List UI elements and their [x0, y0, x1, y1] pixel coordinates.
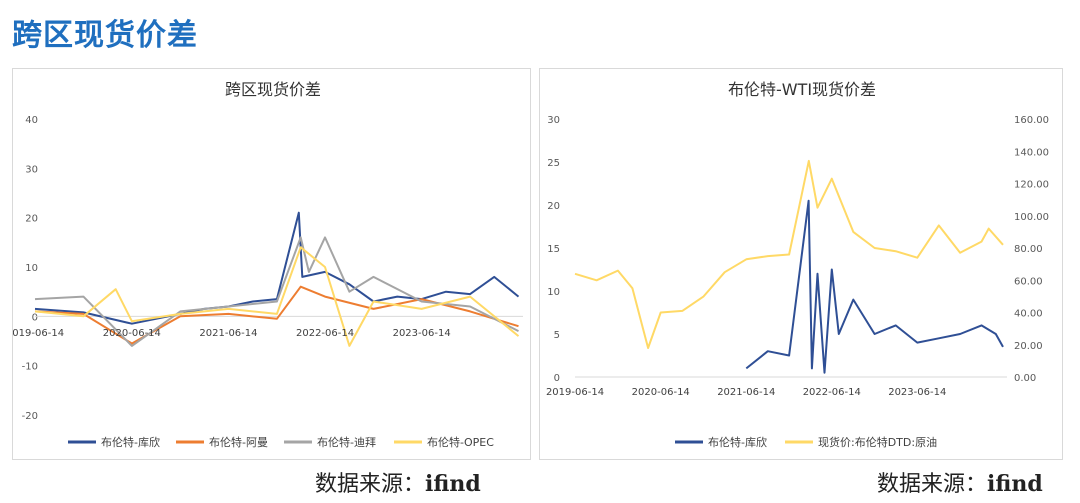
y-tick-label: 20 [547, 201, 560, 212]
x-tick-label: 2023-06-14 [393, 328, 451, 339]
legend-label: 布伦特-OPEC [427, 435, 494, 449]
chart-brent-wti: 布伦特-WTI现货价差 30 25 20 15 10 5 0 160.00 140.00 120.0… [546, 80, 1049, 449]
y-tick-label: 5 [554, 330, 560, 341]
chart-title: 布伦特-WTI现货价差 [728, 80, 876, 99]
legend-label: 布伦特-迪拜 [317, 435, 376, 449]
source-note-left: 数据来源：ifind [315, 466, 481, 498]
source-name: ifind [425, 471, 481, 497]
chart-panel-brent-wti: 布伦特-WTI现货价差 30 25 20 15 10 5 0 160.00 140.00 120.0… [539, 68, 1063, 460]
source-name: ifind [987, 471, 1043, 497]
x-tick-label: 2023-06-14 [888, 387, 946, 398]
series-line-0 [34, 211, 520, 325]
legend-label: 布伦特-库欣 [101, 435, 160, 449]
y2-tick-label: 140.00 [1014, 147, 1049, 158]
y-tick-label: 30 [25, 164, 38, 175]
chart-spreads: 跨区现货价差 40 30 20 10 0 -10 -20 2019-06-14 2020-06-1… [13, 80, 523, 449]
y-tick-label: 40 [25, 115, 38, 126]
x-tick-label: 2020-06-14 [103, 328, 161, 339]
y2-tick-label: 60.00 [1014, 276, 1043, 287]
x-tick-label: 2022-06-14 [296, 328, 354, 339]
x-tick-label: 2021-06-14 [717, 387, 775, 398]
y2-tick-label: 100.00 [1014, 212, 1049, 223]
y2-tick-label: 120.00 [1014, 180, 1049, 191]
y-tick-label: -20 [22, 411, 38, 422]
source-label: 数据来源： [877, 472, 988, 497]
y-tick-label: 0 [554, 373, 560, 384]
series-line-1 [574, 159, 1004, 349]
x-tick-label: 2019-06-14 [13, 328, 64, 339]
chart-title: 跨区现货价差 [225, 80, 321, 99]
y2-tick-label: 80.00 [1014, 244, 1043, 255]
series-line-2 [34, 236, 519, 347]
y-tick-label: 10 [547, 287, 560, 298]
source-label: 数据来源： [315, 472, 426, 497]
y-tick-label: 10 [25, 263, 38, 274]
page-title: 跨区现货价差 [12, 18, 198, 53]
chart-panel-spreads: 跨区现货价差 40 30 20 10 0 -10 -20 2019-06-14 2020-06-1… [12, 68, 531, 460]
y2-tick-label: 160.00 [1014, 115, 1049, 126]
x-tick-label: 2019-06-14 [546, 387, 604, 398]
legend-label: 布伦特-阿曼 [209, 435, 268, 449]
y-tick-label: 0 [32, 312, 38, 323]
y-tick-label: 15 [547, 244, 560, 255]
legend-label: 布伦特-库欣 [708, 435, 767, 449]
y-tick-label: 30 [547, 115, 560, 126]
y-tick-label: 20 [25, 214, 38, 225]
y2-tick-label: 20.00 [1014, 341, 1043, 352]
y2-tick-label: 40.00 [1014, 309, 1043, 320]
legend-label: 现货价:布伦特DTD:原油 [818, 435, 937, 449]
x-tick-label: 2022-06-14 [803, 387, 861, 398]
x-tick-label: 2020-06-14 [632, 387, 690, 398]
x-tick-label: 2021-06-14 [199, 328, 257, 339]
y2-tick-label: 0.00 [1014, 373, 1036, 384]
series-line-3 [34, 246, 520, 347]
series-line-0 [745, 199, 1004, 374]
y-tick-label: -10 [22, 362, 38, 373]
y-tick-label: 25 [547, 158, 560, 169]
source-note-right: 数据来源：ifind [877, 466, 1043, 498]
